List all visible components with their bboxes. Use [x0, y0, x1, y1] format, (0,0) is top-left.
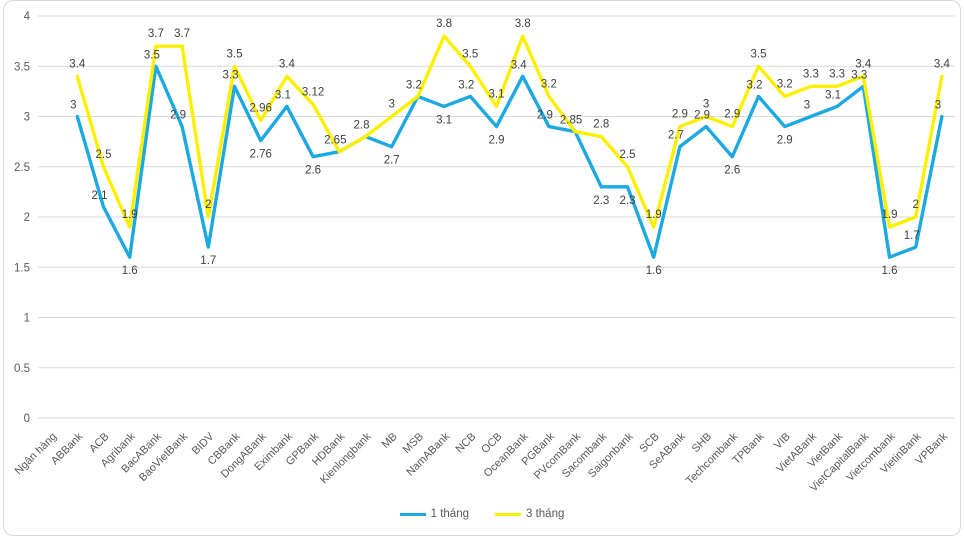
data-label-1-thang: 2.9	[537, 110, 553, 122]
y-tick-label: 4	[24, 11, 31, 23]
data-label-3-thang: 2.5	[620, 149, 636, 161]
data-label-1-thang: 2.76	[250, 149, 272, 161]
data-label-1-thang: 3	[70, 100, 76, 112]
data-label-1-thang: 3.3	[851, 69, 867, 81]
data-label-1-thang: 1.6	[882, 265, 898, 277]
data-label-1-thang: 3	[804, 100, 810, 112]
data-label-1-thang: 2.3	[620, 195, 636, 207]
data-label-1-thang: 3.1	[275, 89, 291, 101]
data-label-1-thang: 3.5	[144, 49, 160, 61]
data-label-3-thang: 3.8	[515, 18, 531, 30]
data-label-3-thang: 2	[205, 199, 211, 211]
y-tick-label: 1	[24, 313, 30, 325]
data-label-1-thang: 2.3	[593, 195, 609, 207]
data-label-1-thang: 3.2	[458, 79, 474, 91]
x-tick-label: VIB	[772, 431, 793, 452]
data-label-3-thang: 3.1	[489, 88, 505, 100]
data-label-1-thang: 1.6	[122, 265, 138, 277]
data-label-1-thang: 3.1	[436, 114, 452, 126]
data-label-3-thang: 3.5	[462, 48, 478, 60]
legend-swatch-3-thang	[495, 512, 521, 516]
series-line-3-thang	[75, 34, 944, 229]
legend-item-1-thang: 1 tháng	[399, 508, 469, 520]
y-tick-label: 1.5	[14, 262, 30, 274]
data-label-3-thang: 2.96	[250, 103, 272, 115]
data-label-3-thang: 3.2	[777, 78, 793, 90]
data-label-3-thang: 3.7	[148, 28, 164, 40]
data-label-3-thang: 3.5	[751, 48, 767, 60]
data-label-3-thang: 1.9	[122, 209, 138, 221]
data-label-1-thang: 1.6	[646, 265, 662, 277]
data-label-1-thang: 2.9	[489, 135, 505, 147]
data-label-1-thang: 2.85	[560, 115, 582, 127]
data-label-3-thang: 3.8	[436, 18, 452, 30]
data-label-1-thang: 3	[935, 100, 941, 112]
data-label-3-thang: 3.12	[302, 86, 324, 98]
y-tick-label: 3.5	[14, 61, 30, 73]
data-label-3-thang: 3.5	[227, 48, 243, 60]
data-label-1-thang: 2.6	[305, 165, 321, 177]
legend-item-3-thang: 3 tháng	[495, 508, 564, 520]
data-label-1-thang: 2.7	[668, 130, 684, 142]
data-label-3-thang: 3.4	[855, 58, 872, 70]
data-label-1-thang: 1.7	[200, 255, 216, 267]
x-tick-label: Ngân hàng	[13, 431, 60, 478]
legend-label-1-thang: 1 tháng	[430, 508, 469, 520]
data-label-3-thang: 2.8	[593, 119, 609, 131]
data-label-1-thang: 2.1	[92, 190, 108, 202]
data-label-3-thang: 2.9	[724, 109, 740, 121]
data-label-1-thang: 3.4	[511, 59, 528, 71]
data-label-1-thang: 2.9	[170, 110, 186, 122]
data-label-1-thang: 2.65	[324, 135, 346, 147]
data-label-1-thang: 2.9	[694, 110, 710, 122]
data-label-1-thang: 2.6	[724, 165, 740, 177]
data-label-3-thang: 3.3	[803, 68, 819, 80]
data-label-3-thang: 2.5	[96, 149, 112, 161]
y-tick-label: 0	[24, 413, 30, 425]
data-label-1-thang: 2.8	[354, 120, 370, 132]
y-tick-label: 3	[24, 112, 30, 124]
data-label-3-thang: 3.4	[279, 58, 296, 70]
data-label-1-thang: 3.2	[406, 79, 422, 91]
data-label-3-thang: 3.7	[174, 28, 190, 40]
y-tick-label: 2	[24, 212, 30, 224]
data-label-3-thang: 3.3	[829, 68, 845, 80]
data-label-3-thang: 3.2	[541, 78, 557, 90]
data-label-1-thang: 3.1	[825, 89, 841, 101]
data-label-1-thang: 1.7	[904, 230, 920, 242]
legend-label-3-thang: 3 tháng	[526, 508, 565, 520]
legend-swatch-1-thang	[399, 512, 426, 516]
data-label-1-thang: 3.2	[747, 79, 763, 91]
data-label-1-thang: 3.3	[223, 69, 239, 81]
data-label-3-thang: 3.4	[934, 58, 951, 70]
data-label-1-thang: 2.9	[777, 135, 793, 147]
data-label-3-thang: 1.9	[882, 209, 898, 221]
data-label-3-thang: 1.9	[646, 209, 662, 221]
series-line-1-thang	[75, 64, 944, 259]
x-tick-label: MB	[380, 431, 400, 451]
x-tick-label: NCB	[454, 431, 479, 456]
data-label-1-thang: 2.7	[384, 155, 400, 167]
data-label-3-thang: 3	[388, 99, 394, 111]
data-label-3-thang: 3	[703, 99, 709, 111]
data-label-3-thang: 2	[912, 199, 918, 211]
y-tick-label: 2.5	[14, 162, 30, 174]
chart-legend: 1 tháng 3 tháng	[0, 508, 964, 520]
y-tick-label: 0.5	[14, 363, 30, 375]
data-label-3-thang: 2.9	[672, 109, 688, 121]
data-label-3-thang: 3.4	[69, 58, 86, 70]
